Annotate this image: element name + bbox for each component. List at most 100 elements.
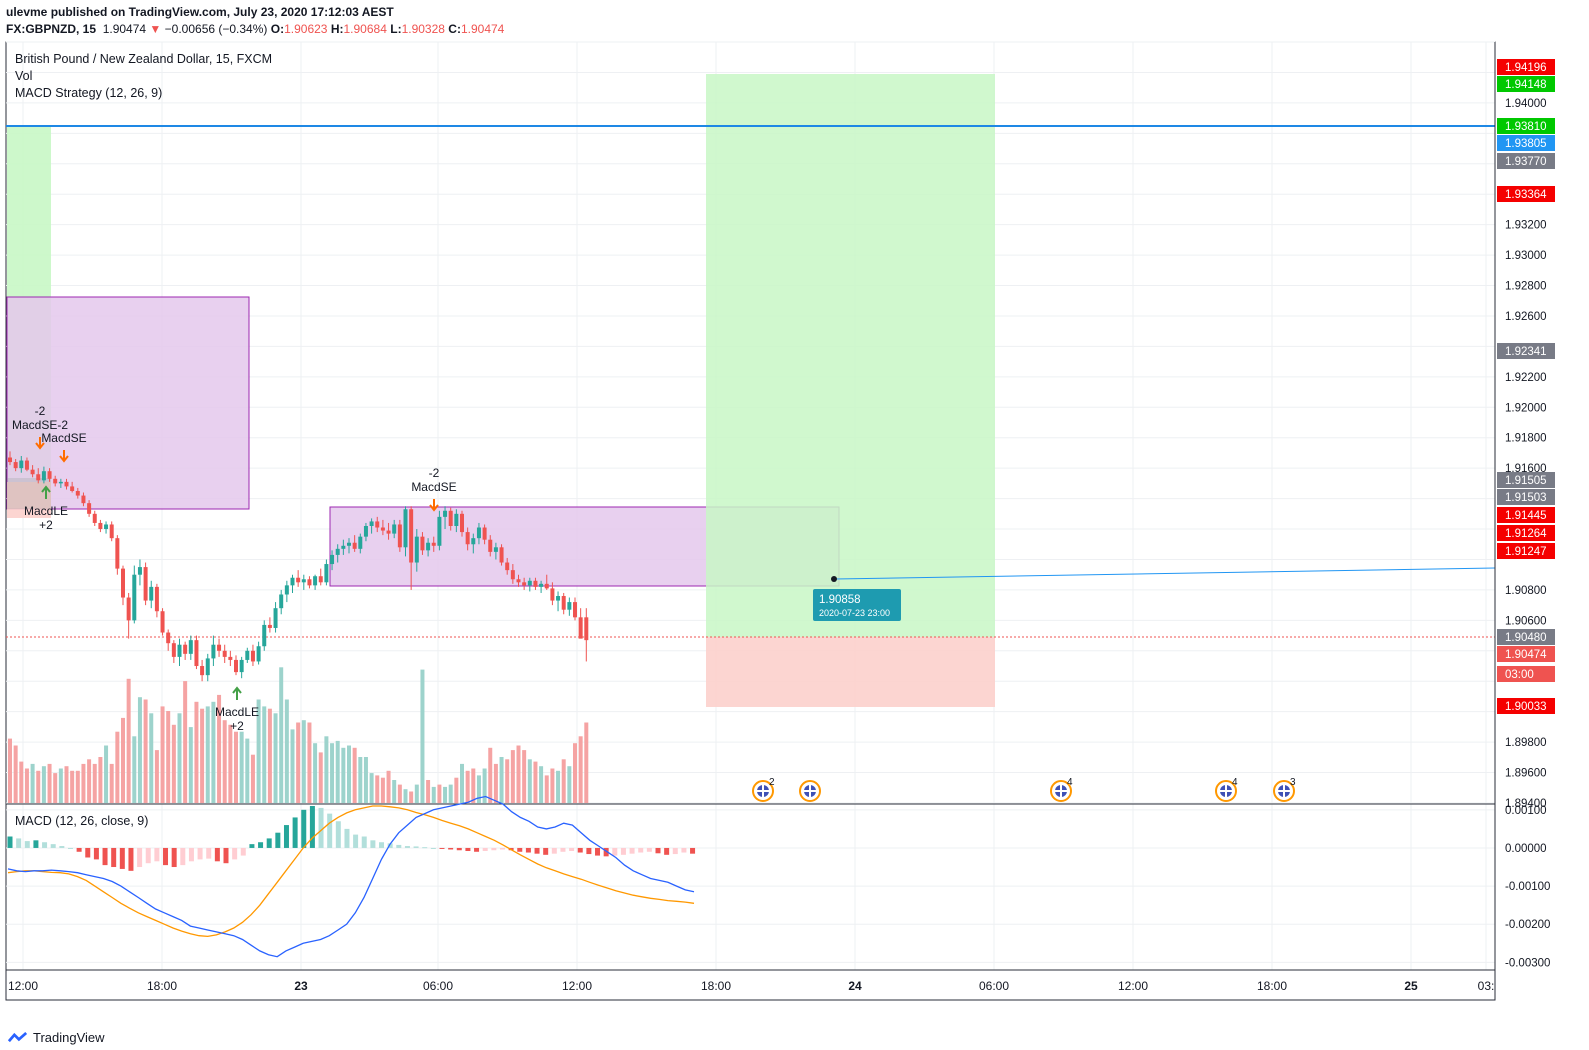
candle-body: [488, 539, 493, 552]
tradingview-logo[interactable]: TradingView: [8, 1030, 105, 1045]
volume-bar: [234, 731, 238, 803]
candle-body: [369, 521, 374, 526]
candle-body: [245, 650, 250, 660]
signal-label: MacdSE-2: [12, 418, 68, 432]
volume-bar: [403, 789, 408, 803]
volume-bar: [53, 773, 58, 803]
volume-bar: [24, 768, 29, 803]
macd-histogram-bar: [439, 847, 445, 849]
volume-bar: [87, 759, 92, 803]
price-label: 1.94196: [1505, 62, 1547, 74]
candle-body: [143, 567, 148, 601]
flag-cross: [804, 785, 816, 797]
candle-body: [30, 469, 35, 475]
candle-body: [121, 568, 125, 598]
macd-histogram-bar: [569, 847, 575, 852]
price-label-bg: [1497, 543, 1555, 559]
chart-title: British Pound / New Zealand Dollar, 15, …: [15, 52, 273, 66]
price-label-bg: [1497, 343, 1555, 359]
macd-histogram-bar: [560, 847, 566, 852]
macd-histogram-bar: [24, 841, 30, 848]
volume-bar: [556, 770, 561, 803]
macd-histogram-bar: [180, 847, 186, 866]
macd-histogram-bar: [42, 842, 48, 848]
down-arrow-icon: ▼: [149, 22, 162, 36]
macd-histogram-bar: [577, 847, 583, 853]
last-price: 1.90474: [102, 22, 147, 36]
range-box-1-border: [6, 296, 250, 510]
macd-histogram-bar: [534, 847, 540, 854]
time-tick: 18:00: [147, 979, 177, 993]
candle-body: [290, 577, 295, 586]
price-label: 1.90474: [1505, 649, 1547, 661]
volume-bar: [437, 784, 442, 803]
price-label: 1.91247: [1505, 546, 1547, 558]
macd-histogram-bar: [646, 847, 652, 852]
macd-histogram-bar: [240, 847, 246, 856]
macd-histogram-bar: [517, 847, 523, 852]
candle-body: [183, 644, 188, 654]
volume-bar: [341, 747, 346, 803]
candle-body: [454, 513, 459, 526]
macd-histogram-bar: [638, 847, 644, 853]
price-tick: 1.89600: [1505, 768, 1547, 780]
macd-histogram-bar: [59, 846, 65, 848]
price-label: 1.90480: [1505, 632, 1547, 644]
candle-body: [482, 527, 487, 540]
candle-body: [36, 474, 41, 481]
volume-bar: [448, 784, 453, 803]
price-tick: 1.89400: [1505, 798, 1547, 810]
candle-body: [358, 536, 363, 549]
macd-histogram-bar: [249, 844, 255, 848]
macd-histogram-bar: [76, 847, 82, 852]
volume-bar: [267, 708, 272, 803]
signal-label: +2: [39, 518, 53, 532]
candle-body: [92, 513, 97, 523]
volume-bar: [431, 786, 436, 803]
candle-body: [465, 532, 470, 545]
event-count: 2: [769, 777, 775, 788]
volume-bar: [307, 722, 312, 803]
price-tick: 1.92200: [1505, 372, 1547, 384]
volume-bar: [335, 740, 340, 803]
candle-body: [533, 580, 538, 587]
volume-legend: Vol: [15, 69, 33, 83]
volume-bar: [137, 697, 142, 803]
macd-histogram-bar: [629, 847, 635, 854]
time-tick: 12:00: [562, 979, 592, 993]
candle-body: [177, 644, 182, 657]
volume-bar: [160, 706, 165, 803]
volume-bar: [313, 743, 318, 803]
short-arrow-icon: [59, 450, 69, 463]
volume-bar: [465, 770, 470, 803]
volume-bar: [121, 717, 125, 803]
macd-histogram-bar: [197, 847, 203, 860]
volume-bar: [290, 729, 295, 803]
macd-histogram-bar: [327, 813, 333, 848]
candle-body: [420, 536, 425, 551]
long-arrow-icon: [232, 686, 242, 700]
macd-histogram-bar: [491, 847, 497, 851]
macd-histogram-bar: [396, 844, 402, 848]
macd-histogram-bar: [309, 806, 315, 848]
price-label-bg: [1497, 666, 1555, 682]
price-tick: 1.94000: [1505, 98, 1547, 110]
time-tick: 25: [1404, 979, 1418, 993]
price-label: 1.90033: [1505, 701, 1547, 713]
volume-bar: [222, 720, 227, 803]
macd-histogram-bar: [681, 847, 687, 853]
candle-body: [409, 509, 414, 563]
price-tick: 1.92800: [1505, 281, 1547, 293]
macd-line: [7, 795, 695, 958]
signal-label: -2: [429, 466, 440, 480]
projection-line: [834, 567, 1496, 580]
volume-bar: [488, 747, 493, 803]
candle-body: [132, 574, 137, 621]
candle-body: [279, 594, 284, 609]
signal-label: MacdSE: [41, 431, 86, 445]
candle-body: [137, 567, 142, 575]
candle-body: [19, 460, 24, 469]
candle-body: [499, 547, 504, 563]
candle-body: [414, 536, 419, 563]
